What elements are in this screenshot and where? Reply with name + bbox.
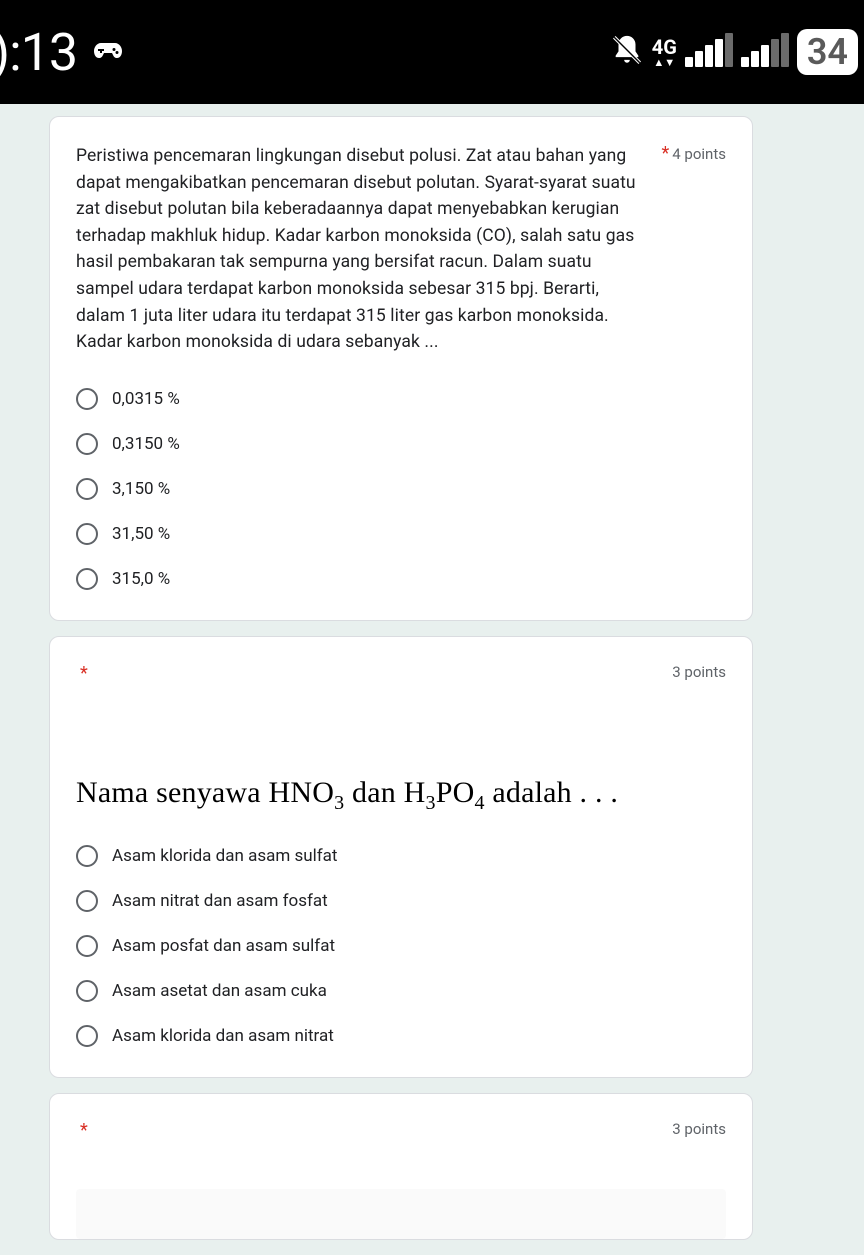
required-mark: *	[80, 1120, 88, 1141]
clock-time: ):13	[0, 22, 77, 83]
question-image-placeholder	[76, 1189, 726, 1239]
points-label: 3 points	[672, 663, 726, 681]
radio-icon	[76, 890, 98, 912]
radio-icon	[76, 845, 98, 867]
question-card-2: * 3 points Nama senyawa HNO3 dan H3PO4 a…	[49, 636, 753, 1078]
radio-option[interactable]: Asam asetat dan asam cuka	[76, 980, 726, 1002]
option-label: Asam asetat dan asam cuka	[112, 981, 327, 1001]
points-label: 4 points	[672, 145, 726, 163]
radio-option[interactable]: 315,0 %	[76, 568, 726, 590]
radio-option[interactable]: 3,150 %	[76, 478, 726, 500]
radio-icon	[76, 523, 98, 545]
radio-icon	[76, 568, 98, 590]
radio-option[interactable]: Asam posfat dan asam sulfat	[76, 935, 726, 957]
option-label: 3,150 %	[112, 479, 170, 499]
options-list: 0,0315 % 0,3150 % 3,150 % 31,50 % 315,0 …	[76, 388, 726, 590]
status-bar: ):13 4G ▲▼ 34	[0, 0, 864, 104]
option-label: Asam posfat dan asam sulfat	[112, 936, 335, 956]
radio-icon	[76, 1025, 98, 1047]
radio-option[interactable]: 0,3150 %	[76, 433, 726, 455]
radio-icon	[76, 980, 98, 1002]
option-label: Asam klorida dan asam sulfat	[112, 846, 337, 866]
radio-option[interactable]: 31,50 %	[76, 523, 726, 545]
question-header: * 3 points	[76, 663, 726, 684]
radio-icon	[76, 388, 98, 410]
required-mark: *	[662, 143, 670, 164]
question-text: Peristiwa pencemaran lingkungan disebut …	[76, 143, 646, 356]
battery-badge: 34	[797, 29, 858, 75]
required-mark: *	[80, 663, 88, 684]
option-label: 0,3150 %	[112, 434, 180, 454]
status-right: 4G ▲▼ 34	[610, 29, 858, 75]
gamepad-icon	[93, 39, 123, 65]
radio-icon	[76, 935, 98, 957]
option-label: Asam klorida dan asam nitrat	[112, 1026, 334, 1046]
question-formula: Nama senyawa HNO3 dan H3PO4 adalah . . .	[76, 776, 726, 815]
radio-icon	[76, 478, 98, 500]
question-header: * 3 points	[76, 1120, 726, 1141]
signal-bars-1	[685, 37, 733, 67]
option-label: 315,0 %	[112, 569, 170, 589]
status-left: ):13	[0, 22, 123, 83]
radio-option[interactable]: Asam nitrat dan asam fosfat	[76, 890, 726, 912]
option-label: 0,0315 %	[112, 389, 180, 409]
points-label: 3 points	[672, 1120, 726, 1138]
radio-option[interactable]: 0,0315 %	[76, 388, 726, 410]
question-card-3: * 3 points	[49, 1093, 753, 1240]
signal-bars-2	[741, 37, 789, 67]
mute-icon	[610, 33, 644, 71]
question-header: Peristiwa pencemaran lingkungan disebut …	[76, 143, 726, 356]
option-label: Asam nitrat dan asam fosfat	[112, 891, 328, 911]
radio-option[interactable]: Asam klorida dan asam sulfat	[76, 845, 726, 867]
question-card-1: Peristiwa pencemaran lingkungan disebut …	[49, 116, 753, 621]
network-type: 4G ▲▼	[652, 37, 677, 68]
option-label: 31,50 %	[112, 524, 170, 544]
form-content: Peristiwa pencemaran lingkungan disebut …	[0, 104, 864, 1240]
radio-icon	[76, 433, 98, 455]
options-list: Asam klorida dan asam sulfat Asam nitrat…	[76, 845, 726, 1047]
radio-option[interactable]: Asam klorida dan asam nitrat	[76, 1025, 726, 1047]
points-wrapper: *4 points	[662, 143, 726, 164]
